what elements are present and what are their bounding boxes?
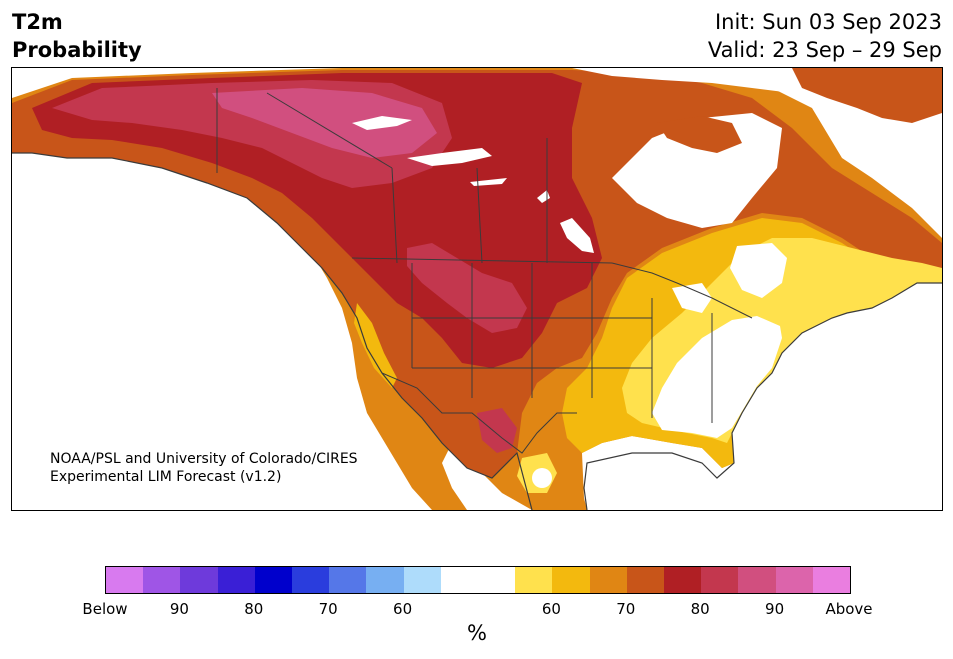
colorbar-unit: % — [467, 621, 487, 645]
map-svg — [12, 68, 942, 510]
colorbar-cell — [292, 567, 330, 593]
colorbar-cell — [440, 567, 479, 593]
colorbar-cell — [589, 567, 627, 593]
valid-date: Valid: 23 Sep – 29 Sep — [707, 38, 942, 62]
great-bear-lake — [352, 116, 412, 130]
borders — [216, 88, 753, 454]
colorbar-cell — [664, 567, 702, 593]
init-date: Init: Sun 03 Sep 2023 — [714, 10, 942, 34]
colorbar-tick-label: Below — [82, 600, 128, 618]
colorbar-tick-label: Above — [825, 600, 873, 618]
region-90 — [212, 88, 437, 158]
region-65-pacific — [354, 303, 397, 388]
colorbar-cell — [254, 567, 293, 593]
atlantic-water — [747, 328, 942, 510]
title-line-metric: Probability — [12, 38, 142, 62]
us-canada-border-east — [611, 262, 753, 319]
title-line-variable: T2m — [12, 10, 63, 34]
colorbar-cell — [366, 567, 404, 593]
colorbar-cell — [180, 567, 218, 593]
colorbar-cell — [738, 567, 776, 593]
region-neutral — [652, 316, 782, 438]
baffin-island — [657, 116, 742, 153]
colorbar-tick-label: 90 — [765, 600, 785, 618]
coastline — [12, 152, 942, 510]
region-85-west-us — [407, 243, 527, 333]
colorbar-cell — [775, 567, 813, 593]
colorbar-tick-label: 70 — [616, 600, 636, 618]
colorbar-tick-label: 80 — [690, 600, 710, 618]
colorbar-cell — [701, 567, 739, 593]
colorbar — [105, 566, 851, 594]
credit-line-1: NOAA/PSL and University of Colorado/CIRE… — [50, 451, 358, 467]
colorbar-tick-label: 60 — [393, 600, 413, 618]
colorbar-cell — [106, 567, 144, 593]
credit-line-2: Experimental LIM Forecast (v1.2) — [50, 469, 282, 485]
colorbar-tick-label: 70 — [318, 600, 338, 618]
colorbar-cell — [403, 567, 441, 593]
map-title: T2m Probability — [12, 8, 142, 64]
region-neutral-mexico — [532, 468, 552, 488]
colorbar-cell — [217, 567, 255, 593]
colorbar-tick-label: 90 — [169, 600, 189, 618]
colorbar-cell — [478, 567, 516, 593]
colorbar-tick-label: 60 — [541, 600, 561, 618]
colorbar-cell — [143, 567, 181, 593]
colorbar-cell — [552, 567, 590, 593]
greenland — [792, 68, 942, 123]
us-mexico-border — [381, 372, 577, 454]
credit-text: NOAA/PSL and University of Colorado/CIRE… — [50, 450, 358, 486]
date-info: Init: Sun 03 Sep 2023 Valid: 23 Sep – 29… — [708, 8, 942, 64]
colorbar-cell — [812, 567, 851, 593]
great-slave-lake — [407, 148, 492, 166]
colorbar-cell — [329, 567, 367, 593]
colorbar-tick-label: 80 — [244, 600, 264, 618]
forecast-map: NOAA/PSL and University of Colorado/CIRE… — [11, 67, 943, 511]
us-states — [411, 263, 713, 423]
colorbar-cell — [626, 567, 665, 593]
lake-athabasca — [470, 178, 507, 186]
canada-provinces — [266, 92, 548, 264]
colorbar-cell — [515, 567, 553, 593]
gulf-water — [584, 453, 717, 510]
lake-winnipeg — [560, 218, 594, 253]
region-neutral-canada — [730, 243, 787, 298]
great-lakes — [672, 283, 712, 313]
